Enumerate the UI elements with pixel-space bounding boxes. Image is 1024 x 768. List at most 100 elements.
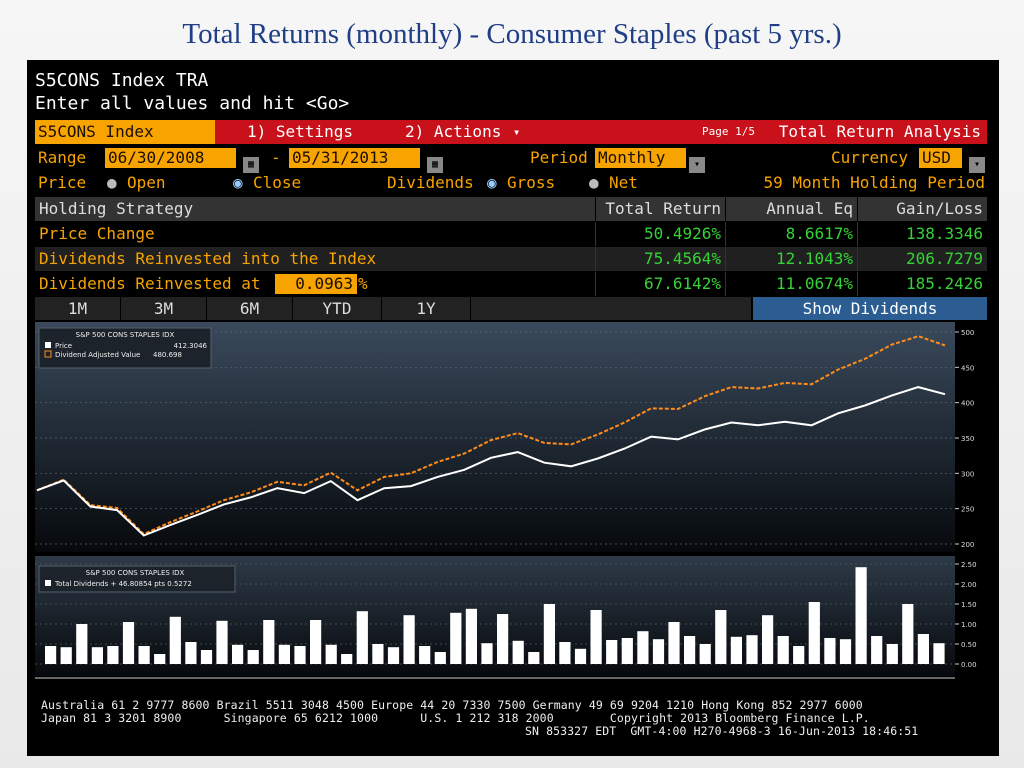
annual-eq-value: 11.0674% (725, 272, 857, 296)
range-row: Range 06/30/2008 ▦ - 05/31/2013 ▦ Period… (35, 146, 987, 173)
dividend-bar (76, 624, 88, 664)
price-label: Price (38, 173, 87, 192)
gross-radio[interactable]: ◉ (487, 173, 497, 192)
currency-select[interactable]: USD (919, 148, 962, 168)
header-gain-loss: Gain/Loss (857, 197, 987, 221)
dividend-bar (715, 610, 727, 664)
dividend-bar-chart: 2.50 2.00 1.50 1.00 0.50 0.00 S&P 500 CONS ST… (35, 556, 977, 679)
open-label: Open (127, 173, 166, 192)
header-annual-eq: Annual Eq (725, 197, 857, 221)
dividend-bar (684, 636, 696, 664)
range-dash: - (271, 148, 281, 167)
dividend-bar (917, 634, 929, 664)
price-legend-label: Price (55, 342, 72, 350)
percent-sign: % (358, 274, 368, 293)
dividend-bar (497, 614, 509, 664)
price-row: Price ● Open ◉ Close Dividends ◉ Gross ●… (35, 171, 987, 195)
table-row[interactable]: Price Change 50.4926% 8.6617% 138.3346 (35, 222, 987, 246)
footer-timestamp: SN 853327 EDT GMT-4:00 H270-4968-3 16-Ju… (525, 724, 919, 738)
adjusted-legend-label: Dividend Adjusted Value (55, 351, 140, 359)
y-tick-label: 250 (961, 506, 974, 514)
settings-button[interactable]: 1) Settings (247, 122, 353, 141)
instruction-line: Enter all values and hit <Go> (35, 93, 350, 114)
table-row[interactable]: Dividends Reinvested at 0.0963 % 67.6142… (35, 272, 987, 296)
currency-dropdown-icon[interactable]: ▾ (969, 150, 985, 174)
tab-1y[interactable]: 1Y (382, 297, 471, 320)
net-radio[interactable]: ● (589, 173, 599, 192)
dividend-bar (606, 640, 618, 664)
legend-title: S&P 500 CONS STAPLES IDX (76, 331, 175, 339)
total-return-value: 67.6142% (595, 272, 725, 296)
actions-button[interactable]: 2) Actions (405, 122, 502, 141)
adjusted-legend-swatch (44, 350, 52, 358)
dividend-bar (107, 646, 119, 664)
period-select[interactable]: Monthly (595, 148, 686, 168)
ticker-field[interactable]: S5CONS Index (35, 120, 215, 144)
dividend-bar (668, 622, 680, 664)
gross-label: Gross (507, 173, 556, 192)
dividend-bar (278, 644, 290, 664)
net-label: Net (609, 173, 638, 192)
dividend-bar (574, 648, 587, 664)
footer-contacts-2: Japan 81 3 3201 8900 Singapore 65 6212 1… (41, 711, 870, 725)
table-row[interactable]: Dividends Reinvested into the Index 75.4… (35, 247, 987, 271)
dividend-bar (169, 616, 181, 664)
page-indicator: Page 1/5 (702, 125, 755, 138)
dividend-bar (450, 612, 462, 664)
row-label: Dividends Reinvested at (39, 274, 261, 293)
start-date-input[interactable]: 06/30/2008 (105, 148, 236, 168)
reinvest-rate-input[interactable]: 0.0963 (275, 274, 357, 294)
dividend-bar (403, 615, 415, 664)
dividend-bar (263, 620, 275, 664)
close-radio[interactable]: ◉ (233, 173, 243, 192)
y-tick-label: 2.00 (961, 581, 977, 589)
dividend-bar (871, 636, 883, 664)
tab-6m[interactable]: 6M (207, 297, 293, 320)
dividend-bar (886, 644, 898, 664)
dividend-bar (200, 650, 213, 664)
price-legend-swatch (45, 342, 51, 348)
tab-ytd[interactable]: YTD (293, 297, 382, 320)
dividend-bar (232, 644, 244, 664)
y-tick-label: 200 (961, 541, 974, 549)
period-dropdown-icon[interactable]: ▾ (689, 150, 705, 174)
dividend-bar (91, 647, 103, 664)
dividend-bar (387, 647, 400, 664)
dividend-bar (528, 652, 540, 664)
dividend-bar (746, 635, 758, 664)
chart-legend (38, 327, 212, 369)
toolbar: S5CONS Index 1) Settings 2) Actions ▾ Pa… (35, 120, 987, 144)
dividend-bar (839, 639, 852, 664)
close-label: Close (253, 173, 302, 192)
show-dividends-button[interactable]: Show Dividends (753, 297, 988, 320)
row-label: Price Change (39, 224, 155, 243)
dividend-bar (247, 650, 259, 664)
tab-3m[interactable]: 3M (121, 297, 207, 320)
footer-contacts: Australia 61 2 9777 8600 Brazil 5511 304… (41, 698, 863, 712)
dividend-legend-label: Total Dividends + 46.80854 pts 0.5272 (54, 580, 192, 588)
dividend-bar (933, 643, 945, 664)
dividend-bar (481, 643, 493, 664)
end-calendar-icon[interactable]: ▦ (427, 150, 443, 174)
price-series-line (36, 386, 946, 537)
period-label: Period (530, 148, 588, 167)
dividend-bar (793, 646, 805, 664)
actions-dropdown-icon[interactable]: ▾ (513, 125, 521, 139)
tab-1m[interactable]: 1M (35, 297, 121, 320)
dividend-bar (419, 646, 431, 664)
dividend-bar (824, 638, 836, 664)
annual-eq-value: 8.6617% (725, 222, 857, 246)
dividend-bar (777, 636, 789, 664)
open-radio[interactable]: ● (107, 173, 117, 192)
annual-eq-value: 12.1043% (725, 247, 857, 271)
start-calendar-icon[interactable]: ▦ (243, 150, 259, 174)
end-date-input[interactable]: 05/31/2013 (289, 148, 420, 168)
gain-loss-value: 185.2426 (857, 272, 987, 296)
y-tick-label: 1.00 (961, 621, 977, 629)
dividend-bar (730, 636, 742, 664)
legend-title: S&P 500 CONS STAPLES IDX (86, 569, 185, 577)
y-tick-label: 500 (961, 329, 974, 337)
dividend-bar (699, 644, 711, 664)
dividend-bar (855, 567, 867, 664)
slide-title: Total Returns (monthly) - Consumer Stapl… (182, 18, 842, 50)
